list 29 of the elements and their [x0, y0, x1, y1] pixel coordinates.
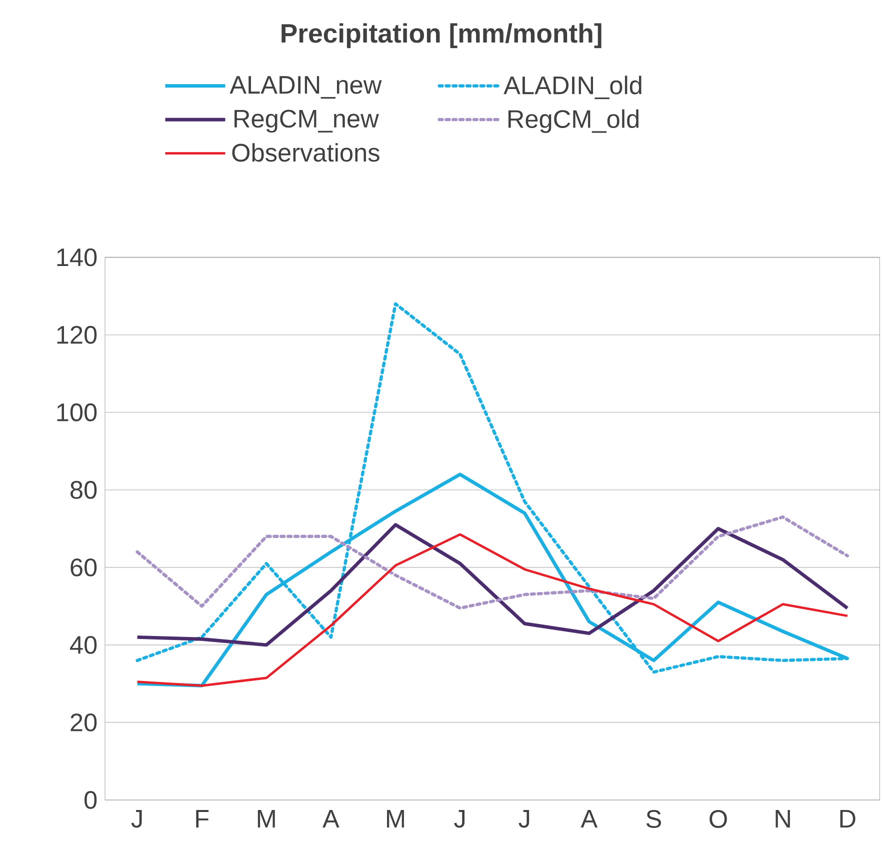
y-tick-label: 0 [84, 791, 97, 809]
x-tick-label: M [387, 810, 404, 828]
y-tick-label: 40 [70, 636, 97, 654]
line-series [136, 515, 849, 610]
x-tick-label: F [196, 810, 209, 828]
y-tick-label: 140 [57, 248, 97, 266]
legend-label: ALADIN_old [504, 76, 642, 100]
x-tick-label: A [580, 810, 598, 828]
legend-label: Observations [232, 143, 380, 162]
legend-label: RegCM_new [234, 110, 379, 133]
y-tick-label: 100 [57, 403, 97, 422]
x-tick-label: J [131, 810, 142, 828]
y-tick-label: 120 [57, 326, 97, 344]
x-tick-label: M [258, 810, 275, 828]
y-tick-label: 20 [70, 713, 97, 732]
x-tick-label: A [322, 810, 340, 828]
y-tick-label: 80 [70, 480, 97, 499]
legend-label: ALADIN_new [230, 76, 382, 99]
line-series [136, 533, 849, 687]
line-series [136, 523, 850, 647]
x-tick-label: O [710, 810, 727, 828]
x-tick-label: J [454, 810, 465, 828]
x-tick-label: D [840, 810, 856, 828]
chart-title: Precipitation [mm/month] [282, 23, 602, 48]
x-tick-label: J [518, 810, 530, 828]
y-tick-label: 60 [70, 558, 97, 576]
x-tick-label: S [646, 810, 661, 828]
x-tick-label: N [776, 810, 790, 828]
legend-label: RegCM_old [508, 109, 638, 134]
